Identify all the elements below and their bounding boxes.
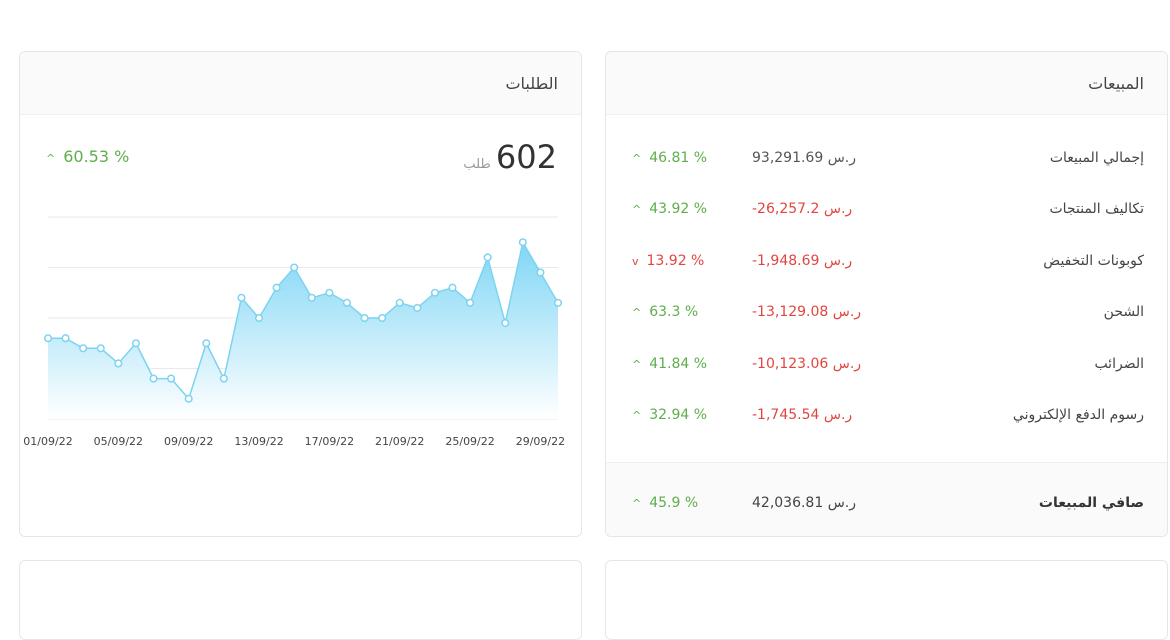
point (167, 374, 176, 383)
page: الطلبات 602 طلب ^ 60.53 % 01/09/22 05/09/2… (19, 51, 1168, 640)
point (413, 303, 422, 312)
trend-icon: ^ (632, 497, 642, 510)
row-change: v 13.92 % (632, 253, 704, 269)
change-text: 60.53 % (63, 147, 130, 166)
card (605, 560, 1168, 640)
line (48, 240, 559, 401)
change-text: 63.3 % (649, 304, 699, 321)
point (378, 313, 387, 323)
card-title: الطلبات (505, 74, 558, 93)
trend-icon: ^ (632, 409, 642, 422)
point (184, 394, 193, 403)
orders-change: ^ 60.53 % (46, 147, 129, 166)
total-row: صافي المبيعات 42,036.81 ر.س ^ 45.9 % (606, 462, 1167, 536)
row-change: ^ 46.81 % (632, 150, 707, 166)
point (202, 339, 211, 348)
chart: 01/09/22 05/09/22 09/09/22 13/09/22 17/09/22… (23, 216, 565, 448)
change-text: 32.94 % (649, 407, 708, 423)
sales-row: الضرائب -10,123.06 ر.س ^ 41.84 % (606, 346, 1167, 386)
row-label: رسوم الدفع الإلكتروني (1012, 407, 1144, 423)
point (237, 293, 246, 302)
point (114, 359, 123, 368)
point (43, 334, 53, 343)
trend-icon: ^ (632, 357, 642, 371)
orders-count: 602 (495, 138, 557, 176)
point (61, 334, 70, 343)
point (483, 253, 492, 262)
point (518, 238, 527, 247)
change-text: 41.84 % (649, 355, 708, 372)
sales-row: كوبونات التخفيض -1,948.69 ر.س v 13.92 % (606, 243, 1167, 283)
point (79, 344, 88, 353)
row-label: إجمالي المبيعات (1049, 150, 1144, 166)
point (219, 374, 228, 383)
sales-row: إجمالي المبيعات 93,291.69 ر.س ^ 46.81 % (606, 140, 1167, 180)
x-tick-label: 25/09/22 (445, 435, 494, 448)
x-tick-label: 05/09/22 (94, 435, 143, 448)
sales-card: المبيعات إجمالي المبيعات 93,291.69 ر.س ^ 46… (605, 51, 1168, 537)
row-amount: -13,129.08 ر.س (752, 304, 862, 321)
point (149, 374, 158, 383)
change-text: 46.81 % (649, 150, 708, 166)
point (307, 293, 316, 302)
row-amount: -26,257.2 ر.س (752, 201, 853, 218)
point (272, 283, 281, 292)
row-change: ^ 63.3 % (632, 304, 698, 320)
row-label: الشحن (1103, 304, 1144, 321)
row-amount: -1,745.54 ر.س (752, 407, 853, 423)
row-label: الضرائب (1094, 355, 1144, 372)
point (430, 288, 439, 297)
point (96, 344, 105, 353)
sales-row: رسوم الدفع الإلكتروني -1,745.54 ر.س ^ 32.94… (606, 397, 1167, 437)
row-amount: -10,123.06 ر.س (752, 355, 862, 372)
row-label: كوبونات التخفيض (1043, 252, 1144, 269)
point (395, 298, 404, 307)
point (342, 298, 352, 307)
area (48, 242, 558, 419)
row-change: ^ 45.9 % (632, 495, 698, 511)
x-tick-label: 09/09/22 (164, 435, 213, 448)
row-amount: -1,948.69 ر.س (752, 252, 853, 269)
change-text: 43.92 % (649, 201, 708, 218)
point (360, 313, 369, 323)
card-header: المبيعات (606, 52, 1167, 115)
row-change: ^ 43.92 % (632, 201, 707, 217)
change-text: 45.9 % (649, 495, 699, 511)
sales-row: تكاليف المنتجات -26,257.2 ر.س ^ 43.92 % (606, 191, 1167, 231)
point (466, 298, 475, 307)
change-text: 13.92 % (646, 252, 705, 269)
card-header: الطلبات (20, 52, 581, 115)
point (501, 319, 510, 328)
row-amount: 42,036.81 ر.س (752, 495, 857, 511)
trend-icon: ^ (632, 203, 642, 217)
trend-icon: ^ (46, 152, 56, 165)
orders-unit: طلب (463, 157, 491, 172)
card (19, 560, 582, 640)
row-label: تكاليف المنتجات (1049, 201, 1144, 218)
point (448, 283, 457, 292)
orders-total: 602 طلب (463, 138, 557, 176)
point (131, 339, 140, 348)
trend-icon: ^ (632, 306, 642, 320)
orders-card: الطلبات 602 طلب ^ 60.53 % 01/09/22 05/09/2… (19, 51, 582, 537)
point (536, 268, 545, 277)
trend-icon: ^ (632, 152, 642, 165)
sales-row: الشحن -13,129.08 ر.س ^ 63.3 % (606, 294, 1167, 334)
x-tick-label: 17/09/22 (305, 435, 354, 448)
x-tick-label: 21/09/22 (375, 435, 424, 448)
row-change: ^ 41.84 % (632, 356, 707, 372)
card-title: المبيعات (1088, 74, 1144, 93)
point (325, 288, 334, 297)
point (254, 313, 264, 323)
x-tick-label: 13/09/22 (234, 435, 283, 448)
row-change: ^ 32.94 % (632, 407, 707, 423)
point (290, 263, 299, 272)
trend-icon: v (632, 254, 639, 268)
point (553, 298, 563, 307)
x-tick-label: 01/09/22 (23, 435, 72, 448)
row-amount: 93,291.69 ر.س (752, 150, 857, 166)
x-tick-label: 29/09/22 (516, 435, 565, 448)
row-label: صافي المبيعات (1038, 495, 1144, 511)
